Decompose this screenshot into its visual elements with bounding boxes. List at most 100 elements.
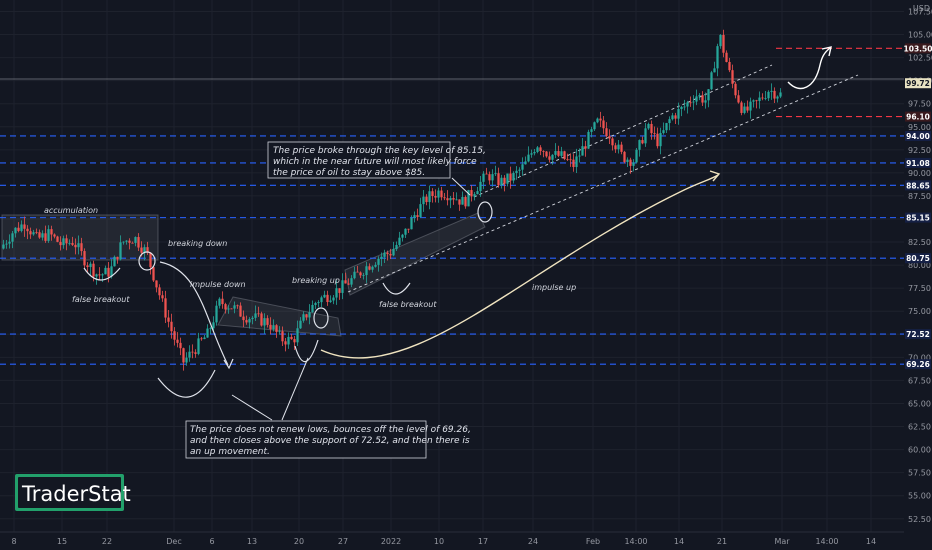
false-breakout-arc-2 <box>382 282 411 295</box>
time-tick-label: 14:00 <box>624 537 647 546</box>
candle-body <box>566 159 569 160</box>
candle-body <box>314 303 317 305</box>
candle-body <box>335 288 338 298</box>
bottom-arc-1 <box>157 369 216 398</box>
candle-body <box>740 102 743 113</box>
candle-body <box>764 98 767 100</box>
candle-body <box>557 151 560 156</box>
candle-body <box>728 61 731 71</box>
candle-body <box>71 243 74 245</box>
candle-body <box>425 196 428 203</box>
candle-body <box>737 95 740 103</box>
candle-body <box>431 191 434 197</box>
candle-body <box>779 92 782 97</box>
candle-body <box>323 294 326 298</box>
candle-body <box>23 224 26 229</box>
time-tick-label: 2022 <box>381 537 401 546</box>
candle-body <box>188 351 191 358</box>
price-tick-label: 77.50 <box>908 284 931 293</box>
candle-body <box>68 243 71 244</box>
price-tick-label: 107.50 <box>908 7 932 16</box>
key-level-break-circle <box>477 201 493 223</box>
candle-body <box>563 151 566 160</box>
price-tick-label: 60.00 <box>908 446 931 455</box>
candle-body <box>269 324 272 330</box>
candle-body <box>533 151 536 154</box>
time-tick-label: 14:00 <box>815 537 838 546</box>
candle-body <box>221 298 224 305</box>
candle-body <box>497 173 500 186</box>
level-tag-label: 85.15 <box>906 214 930 223</box>
candle-body <box>266 318 269 325</box>
candle-body <box>281 331 284 342</box>
candle-body <box>602 120 605 129</box>
time-tick-label: 13 <box>247 537 257 546</box>
candle-body <box>593 122 596 130</box>
candle-body <box>308 312 311 318</box>
candle-body <box>692 101 695 103</box>
candle-body <box>752 100 755 102</box>
candle-body <box>677 109 680 119</box>
candle-body <box>110 266 113 277</box>
candle-body <box>581 146 584 156</box>
candle-body <box>50 229 53 235</box>
impulse-down-arrow <box>159 261 229 366</box>
candle-body <box>665 123 668 131</box>
candle-body <box>296 328 299 343</box>
candle-body <box>17 227 20 231</box>
candle-body <box>461 196 464 205</box>
level-tag-bg <box>905 212 931 223</box>
candle-body <box>197 338 200 354</box>
candle-body <box>767 91 770 99</box>
candle-body <box>374 264 377 267</box>
candle-body <box>77 243 80 248</box>
projection-arrow <box>787 47 831 90</box>
candle-body <box>506 173 509 184</box>
current-price-tag-label: 99.72 <box>906 79 930 88</box>
candle-body <box>20 224 23 231</box>
candle-body <box>758 97 761 102</box>
candle-body <box>662 130 665 134</box>
callout-bottom-pointer-1 <box>231 394 273 421</box>
candle-body <box>368 266 371 270</box>
candle-body <box>107 267 110 277</box>
price-tick-label: 90.00 <box>908 169 931 178</box>
candle-body <box>41 233 44 238</box>
candle-body <box>668 119 671 124</box>
candle-body <box>590 129 593 132</box>
candle-body <box>239 305 242 317</box>
candle-body <box>413 215 416 218</box>
candle-body <box>143 247 146 253</box>
candle-body <box>377 258 380 265</box>
candle-body <box>44 233 47 241</box>
time-tick-label: 22 <box>102 537 112 546</box>
candle-body <box>290 336 293 340</box>
candle-body <box>725 52 728 62</box>
candle-body <box>74 244 77 248</box>
candle-body <box>458 199 461 205</box>
candle-body <box>278 331 281 332</box>
time-tick-label: 10 <box>434 537 444 546</box>
time-tick-label: 8 <box>11 537 16 546</box>
candle-body <box>521 164 524 170</box>
candle-body <box>611 138 614 146</box>
breakdown-circle <box>138 251 156 271</box>
candle-body <box>545 151 548 157</box>
candle-body <box>410 217 413 230</box>
candle-body <box>551 154 554 160</box>
level-tag-bg <box>905 130 931 141</box>
candle-body <box>131 242 134 244</box>
candle-body <box>428 191 431 203</box>
callout-top-box <box>267 141 451 179</box>
price-tick-label: 87.50 <box>908 192 931 201</box>
candle-body <box>227 308 230 310</box>
level-tag-label: 80.75 <box>906 254 930 263</box>
level-tag-bg <box>905 329 931 340</box>
time-axis[interactable]: 8 15 22 Dec 6 13 20 27 2022 10 17 24 Feb 14:00 14 21 Mar… <box>0 531 904 546</box>
candle-body <box>749 101 752 111</box>
candle-body <box>722 34 725 53</box>
callout-top-line-2: which in the near future will most likel… <box>273 157 477 167</box>
candle-body <box>137 237 140 248</box>
